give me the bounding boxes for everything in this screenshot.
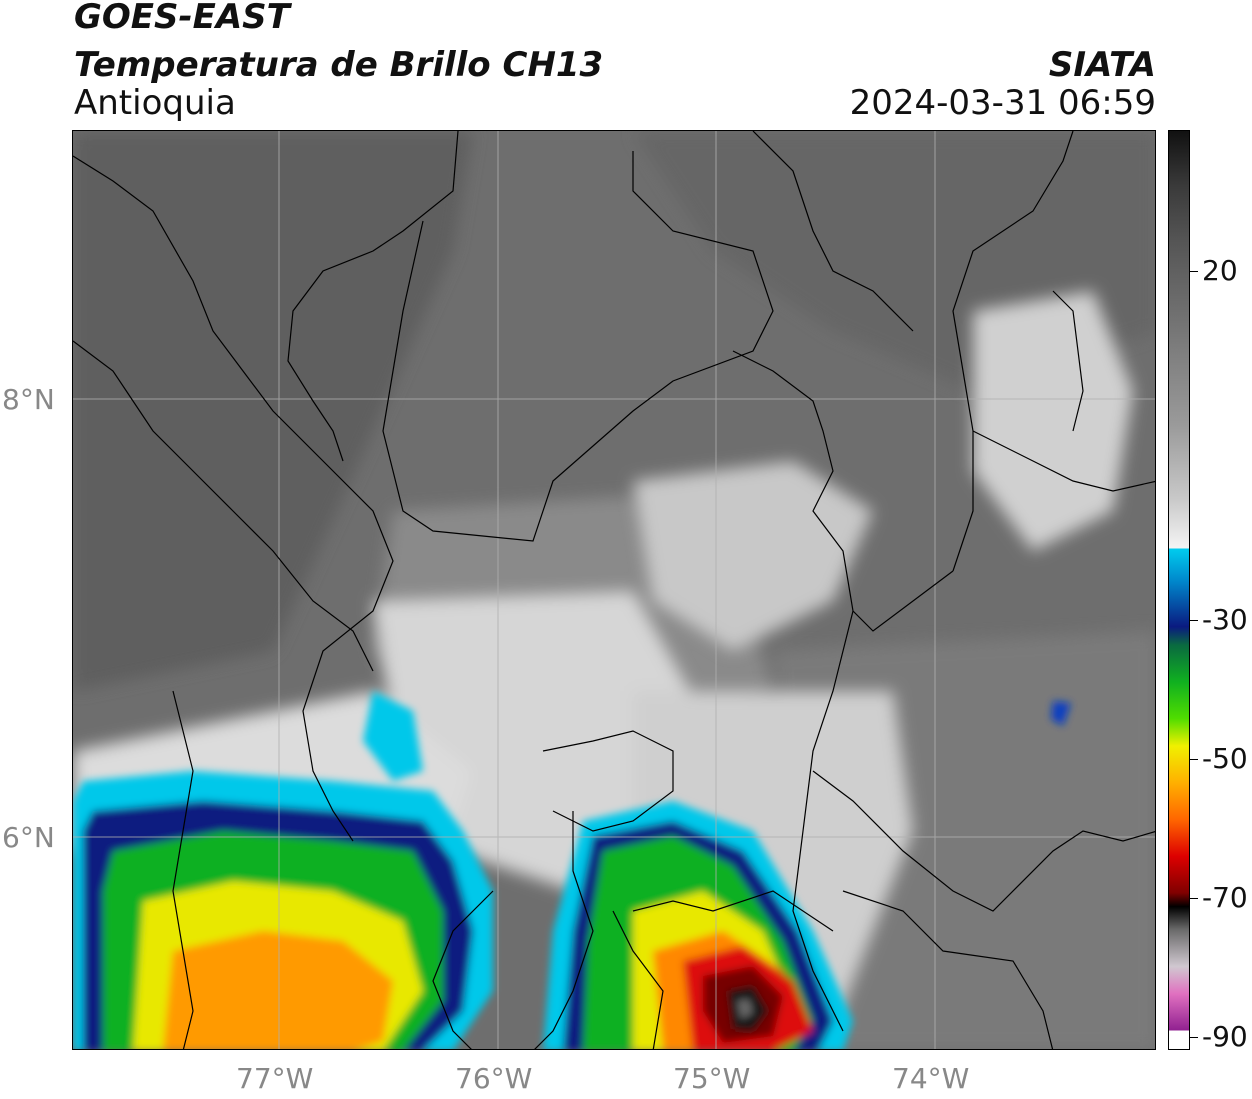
lon-label-77w: 77°W [236, 1062, 314, 1095]
colorbar-tick-minus50 [1190, 759, 1198, 760]
colorbar-label-minus50: -50 [1202, 742, 1248, 775]
region-label: Antioquia [74, 83, 236, 123]
agency-label: SIATA [1048, 45, 1156, 85]
colorbar-label-minus70: -70 [1202, 881, 1248, 914]
lon-label-76w: 76°W [455, 1062, 533, 1095]
colorbar-label-minus30: -30 [1202, 603, 1248, 636]
satellite-title: GOES-EAST [74, 0, 290, 37]
convective-system-east [543, 701, 1071, 1049]
colorbar-label-20: 20 [1202, 254, 1238, 287]
colorbar-tick-minus30 [1190, 620, 1198, 621]
product-title: Temperatura de Brillo CH13 [74, 45, 604, 85]
colorbar-tick-20 [1190, 271, 1198, 272]
gridlines [73, 131, 1155, 1049]
colorbar-tick-minus90 [1190, 1037, 1198, 1038]
datetime-label: 2024-03-31 06:59 [849, 83, 1156, 123]
colorbar-label-minus90: -90 [1202, 1020, 1248, 1053]
brightness-temperature-map [72, 130, 1156, 1050]
colorbar-tick-minus70 [1190, 898, 1198, 899]
convective-system-west [73, 691, 493, 1049]
boundaries [73, 131, 1155, 1049]
lon-label-75w: 75°W [673, 1062, 751, 1095]
lat-label-6n: 6°N [2, 821, 55, 854]
colorbar [1168, 130, 1190, 1050]
map-canvas [73, 131, 1155, 1049]
lat-label-8n: 8°N [2, 383, 55, 416]
lon-label-74w: 74°W [892, 1062, 970, 1095]
